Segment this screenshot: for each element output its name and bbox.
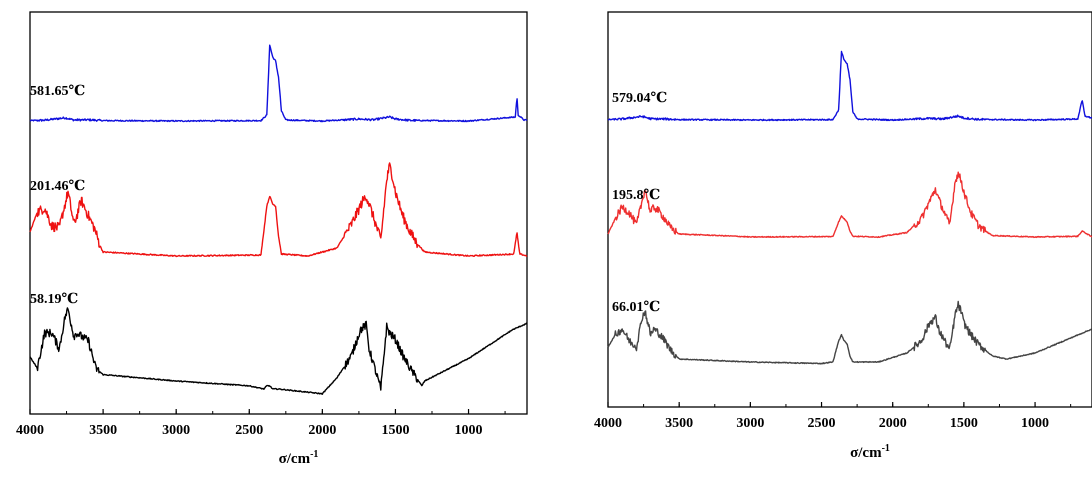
x-tick-label: 4000 — [594, 416, 622, 431]
spectrum-line-1 — [29, 162, 528, 258]
x-tick-label: 3500 — [89, 423, 117, 438]
x-tick-label: 3500 — [665, 416, 693, 431]
series-label-2: 66.01℃ — [612, 300, 661, 315]
x-tick-label: 2500 — [808, 416, 836, 431]
series-label-1: 195.8℃ — [612, 188, 661, 203]
spectrum-line-2 — [607, 300, 1092, 365]
series-label-2: 58.19℃ — [30, 292, 79, 307]
x-tick-label: 3000 — [736, 416, 764, 431]
x-tick-label: 2000 — [308, 423, 336, 438]
x-axis-title: σ/cm-1 — [279, 449, 319, 467]
x-tick-label: 1000 — [455, 423, 483, 438]
spectrum-line-0 — [29, 44, 528, 123]
chart-panel-right: 4000 3500 3000 2500 2000 1500 1000 σ/cm-1 579.04… — [594, 11, 1092, 461]
series-label-0: 581.65℃ — [30, 84, 86, 99]
series-label-1: 201.46℃ — [30, 179, 86, 194]
chart-panel-left: 4000 3500 3000 2500 2000 1500 1000 σ/cm-1 581.65… — [16, 11, 528, 467]
x-axis-title-superscript: -1 — [310, 449, 318, 460]
spectrum-line-1 — [607, 171, 1092, 239]
x-tick-label: 3000 — [162, 423, 190, 438]
x-tick-label: 2000 — [879, 416, 907, 431]
x-tick-label: 1500 — [381, 423, 409, 438]
x-axis-title-text: σ/cm — [279, 451, 311, 467]
x-tick-label: 2500 — [235, 423, 263, 438]
plot-frame — [29, 11, 528, 415]
x-tick-label: 1500 — [950, 416, 978, 431]
spectrum-line-0 — [607, 50, 1092, 122]
x-tick-label: 1000 — [1021, 416, 1049, 431]
x-tick-label: 4000 — [16, 423, 44, 438]
x-axis-title-text: σ/cm — [850, 445, 882, 461]
x-axis-title-superscript: -1 — [882, 443, 890, 454]
series-label-0: 579.04℃ — [612, 91, 668, 106]
spectrum-line-2 — [29, 307, 528, 395]
x-axis-title: σ/cm-1 — [850, 443, 890, 461]
plot-frame — [607, 11, 1092, 408]
